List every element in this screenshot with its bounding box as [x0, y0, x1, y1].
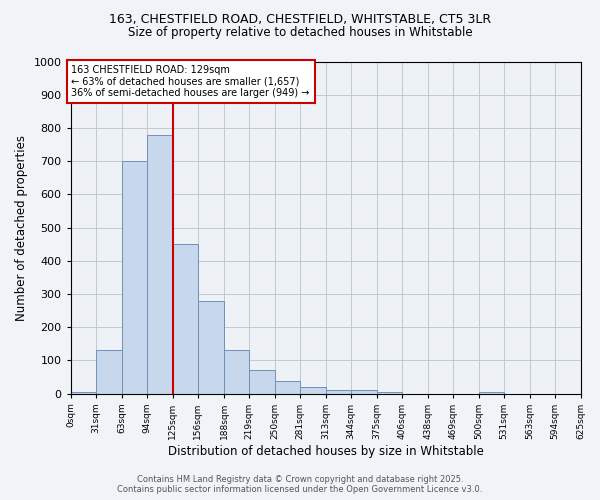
- X-axis label: Distribution of detached houses by size in Whitstable: Distribution of detached houses by size …: [167, 444, 484, 458]
- Y-axis label: Number of detached properties: Number of detached properties: [15, 134, 28, 320]
- Bar: [351, 390, 377, 394]
- Bar: [96, 350, 122, 394]
- Bar: [479, 392, 504, 394]
- Bar: [326, 390, 351, 394]
- Bar: [275, 381, 300, 394]
- Bar: [300, 387, 326, 394]
- Bar: [122, 161, 147, 394]
- Bar: [147, 134, 173, 394]
- Text: Contains HM Land Registry data © Crown copyright and database right 2025.
Contai: Contains HM Land Registry data © Crown c…: [118, 474, 482, 494]
- Bar: [198, 300, 224, 394]
- Bar: [173, 244, 198, 394]
- Bar: [224, 350, 249, 394]
- Text: Size of property relative to detached houses in Whitstable: Size of property relative to detached ho…: [128, 26, 472, 39]
- Bar: [249, 370, 275, 394]
- Text: 163 CHESTFIELD ROAD: 129sqm
← 63% of detached houses are smaller (1,657)
36% of : 163 CHESTFIELD ROAD: 129sqm ← 63% of det…: [71, 65, 310, 98]
- Text: 163, CHESTFIELD ROAD, CHESTFIELD, WHITSTABLE, CT5 3LR: 163, CHESTFIELD ROAD, CHESTFIELD, WHITST…: [109, 12, 491, 26]
- Bar: [377, 392, 402, 394]
- Bar: [71, 392, 96, 394]
